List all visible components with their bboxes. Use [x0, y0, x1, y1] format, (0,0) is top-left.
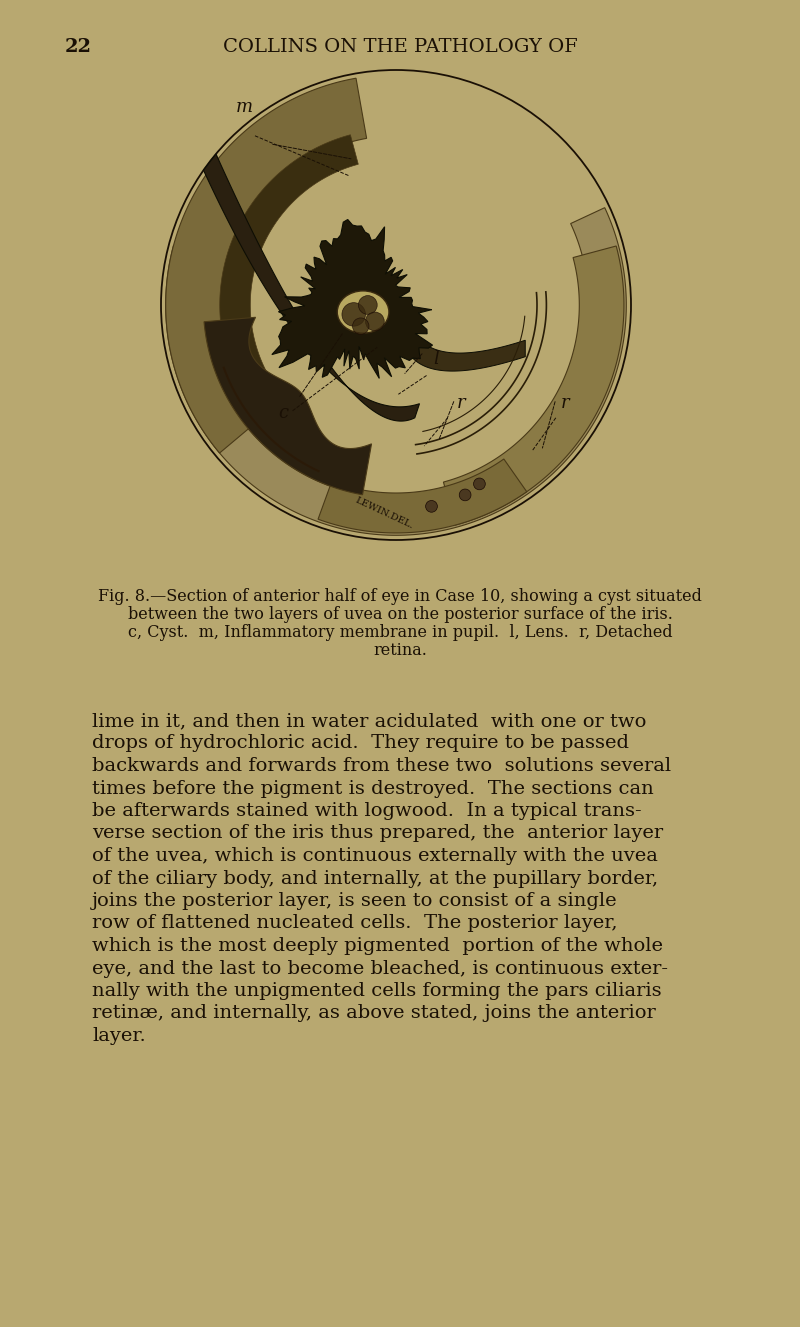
Text: COLLINS ON THE PATHOLOGY OF: COLLINS ON THE PATHOLOGY OF — [222, 38, 578, 56]
Text: which is the most deeply pigmented  portion of the whole: which is the most deeply pigmented porti… — [92, 937, 663, 955]
Polygon shape — [318, 459, 526, 533]
Text: r: r — [457, 394, 466, 413]
Text: row of flattened nucleated cells.  The posterior layer,: row of flattened nucleated cells. The po… — [92, 914, 618, 933]
Text: be afterwards stained with logwood.  In a typical trans-: be afterwards stained with logwood. In a… — [92, 802, 642, 820]
Text: retina.: retina. — [373, 642, 427, 660]
Text: of the uvea, which is continuous externally with the uvea: of the uvea, which is continuous externa… — [92, 847, 658, 865]
Circle shape — [459, 490, 471, 500]
Text: verse section of the iris thus prepared, the  anterior layer: verse section of the iris thus prepared,… — [92, 824, 663, 843]
Text: c, Cyst.  m, Inflammatory membrane in pupil.  l, Lens.  r, Detached: c, Cyst. m, Inflammatory membrane in pup… — [128, 624, 672, 641]
Text: LEWIN.DEL.: LEWIN.DEL. — [354, 495, 415, 531]
Polygon shape — [203, 154, 419, 421]
Text: of the ciliary body, and internally, at the pupillary border,: of the ciliary body, and internally, at … — [92, 869, 658, 888]
Polygon shape — [443, 245, 624, 525]
Circle shape — [426, 500, 438, 512]
Circle shape — [342, 303, 366, 326]
Text: eye, and the last to become bleached, is continuous exter-: eye, and the last to become bleached, is… — [92, 959, 668, 978]
Text: lime in it, and then in water acidulated  with one or two: lime in it, and then in water acidulated… — [92, 713, 646, 730]
Polygon shape — [272, 219, 433, 378]
Text: m: m — [236, 98, 254, 117]
Polygon shape — [220, 135, 358, 393]
Text: between the two layers of uvea on the posterior surface of the iris.: between the two layers of uvea on the po… — [127, 606, 673, 622]
Circle shape — [366, 312, 384, 330]
Polygon shape — [204, 317, 371, 495]
Text: c: c — [278, 403, 289, 422]
Text: backwards and forwards from these two  solutions several: backwards and forwards from these two so… — [92, 756, 671, 775]
Circle shape — [353, 318, 369, 334]
Text: layer.: layer. — [92, 1027, 146, 1044]
Circle shape — [474, 478, 486, 490]
Polygon shape — [166, 78, 366, 453]
Polygon shape — [166, 207, 626, 535]
Text: joins the posterior layer, is seen to consist of a single: joins the posterior layer, is seen to co… — [92, 892, 618, 910]
Text: retinæ, and internally, as above stated, joins the anterior: retinæ, and internally, as above stated,… — [92, 1005, 656, 1023]
Circle shape — [358, 296, 377, 314]
Text: drops of hydrochloric acid.  They require to be passed: drops of hydrochloric acid. They require… — [92, 735, 629, 752]
Text: times before the pigment is destroyed.  The sections can: times before the pigment is destroyed. T… — [92, 779, 654, 798]
Ellipse shape — [338, 291, 389, 333]
Text: r: r — [561, 394, 569, 413]
Polygon shape — [406, 329, 526, 372]
Text: nally with the unpigmented cells forming the pars ciliaris: nally with the unpigmented cells forming… — [92, 982, 662, 1001]
Text: Fig. 8.—Section of anterior half of eye in Case 10, showing a cyst situated: Fig. 8.—Section of anterior half of eye … — [98, 588, 702, 605]
Text: 22: 22 — [65, 38, 92, 56]
Circle shape — [161, 70, 631, 540]
Text: l: l — [434, 350, 439, 368]
